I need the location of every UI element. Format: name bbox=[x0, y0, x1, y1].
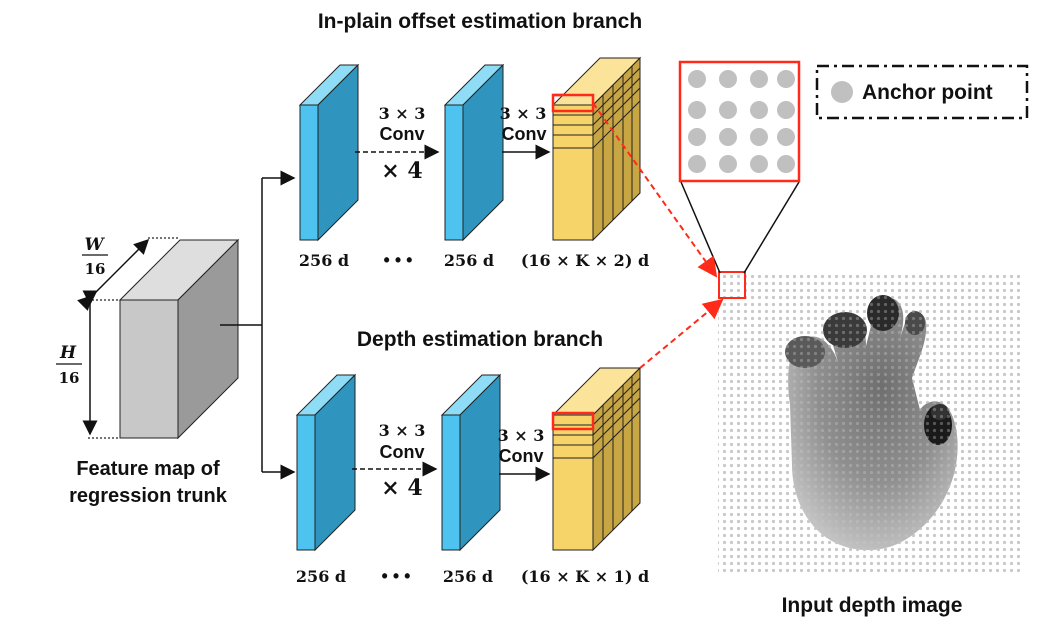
height-label-num: H bbox=[59, 343, 77, 363]
depth-dim-2: 256 d bbox=[443, 567, 493, 586]
offset-dim-1: 256 d bbox=[299, 251, 349, 270]
depth-conv1-repeat: × 4 bbox=[381, 475, 422, 501]
legend-box: Anchor point bbox=[815, 64, 1029, 120]
offset-dim-3: (16 × K × 2) d bbox=[521, 251, 649, 270]
width-label-num: W bbox=[84, 235, 105, 255]
feature-map-block bbox=[118, 238, 240, 440]
offset-branch-title: In-plain offset estimation branch bbox=[318, 10, 642, 33]
offset-block-1 bbox=[298, 63, 360, 242]
offset-conv1-size: 3 × 3 bbox=[379, 104, 426, 123]
depth-dim-1: 256 d bbox=[296, 567, 346, 586]
depth-conv2-size: 3 × 3 bbox=[498, 426, 545, 445]
offset-conv2-size: 3 × 3 bbox=[500, 104, 547, 123]
legend-label: Anchor point bbox=[862, 81, 993, 104]
width-label-den: 16 bbox=[85, 260, 106, 278]
depth-conv2-name: Conv bbox=[499, 446, 544, 466]
offset-block-2 bbox=[443, 63, 505, 242]
offset-dim-2: 256 d bbox=[444, 251, 494, 270]
depth-block-2 bbox=[440, 373, 502, 552]
input-image-caption: Input depth image bbox=[782, 594, 963, 617]
offset-dim-ellipsis: • • • bbox=[384, 250, 413, 270]
width-dimension-arrow bbox=[77, 238, 150, 311]
depth-block-1 bbox=[295, 373, 357, 552]
offset-output-block bbox=[551, 56, 642, 242]
feature-map-caption-1: Feature map of bbox=[76, 458, 220, 480]
depth-to-image-arrow bbox=[639, 298, 724, 369]
depth-dim-ellipsis: • • • bbox=[382, 566, 411, 586]
highlight-region bbox=[718, 271, 746, 299]
anchor-legend-icon bbox=[831, 81, 853, 103]
offset-conv2-name: Conv bbox=[502, 124, 547, 144]
depth-output-block bbox=[551, 366, 642, 552]
offset-conv1-name: Conv bbox=[380, 124, 425, 144]
depth-conv1-size: 3 × 3 bbox=[379, 421, 426, 440]
input-depth-image bbox=[718, 271, 1020, 574]
depth-dim-3: (16 × K × 1) d bbox=[521, 567, 649, 586]
feature-map-caption-2: regression trunk bbox=[69, 485, 228, 507]
height-label-den: 16 bbox=[59, 369, 80, 387]
offset-conv1-repeat: × 4 bbox=[381, 158, 422, 184]
depth-conv1-name: Conv bbox=[380, 442, 425, 462]
offset-to-image-arrow bbox=[592, 102, 718, 278]
depth-branch-title: Depth estimation branch bbox=[357, 328, 603, 351]
zoomed-anchor-grid bbox=[678, 60, 801, 183]
